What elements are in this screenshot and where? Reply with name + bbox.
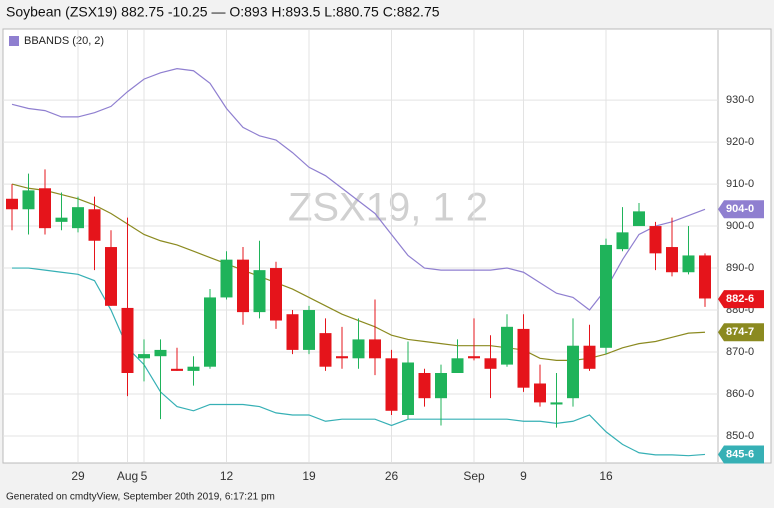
candle-body (154, 349, 167, 357)
candle-body (22, 190, 35, 210)
x-tick-label: 5 (141, 469, 148, 483)
last-value-box (718, 445, 764, 464)
band-line (11, 68, 706, 311)
candle-body (171, 368, 183, 371)
candle-body (550, 402, 563, 405)
candle-body (468, 356, 480, 359)
last-value-label: 904-0 (726, 203, 754, 215)
candle-body (369, 339, 381, 359)
candle-body (616, 232, 629, 250)
y-tick-label: 900-0 (726, 220, 754, 232)
x-tick-label: 16 (599, 469, 613, 483)
x-tick-label: Sep (463, 469, 485, 483)
candle-body (402, 362, 414, 415)
y-tick-label: 850-0 (726, 430, 754, 442)
candle-body (72, 207, 84, 229)
y-tick-label: 930-0 (726, 94, 754, 106)
last-value-box (718, 323, 764, 342)
candle-body (583, 345, 596, 369)
y-tick-label: 860-0 (726, 388, 754, 400)
candle-body (270, 268, 282, 321)
x-tick-label: 9 (520, 469, 527, 483)
y-tick-label: 920-0 (726, 136, 754, 148)
candle-body (55, 217, 68, 222)
candle-body (138, 354, 150, 359)
candle-body (187, 366, 200, 371)
candle-body (385, 358, 398, 411)
candle-body (484, 358, 497, 369)
chart-title: Soybean (ZSX19) 882.75 -10.25 — O:893 H:… (6, 4, 440, 20)
y-tick-label: 910-0 (726, 178, 754, 190)
candle-body (501, 326, 513, 365)
candle-body (220, 259, 233, 298)
x-tick-label: Aug (117, 469, 138, 483)
candle-body (699, 255, 711, 299)
x-tick-label: 26 (385, 469, 399, 483)
candle-body (666, 247, 678, 273)
candle-body (435, 372, 447, 399)
candle-body (237, 259, 249, 313)
x-tick-label: 29 (71, 469, 85, 483)
candle-body (121, 307, 134, 373)
candle-body (253, 270, 266, 313)
candle-body (633, 211, 645, 227)
x-tick-label: 12 (220, 469, 234, 483)
x-tick-label: 19 (302, 469, 316, 483)
last-value-box (718, 290, 764, 309)
candle-body (286, 314, 299, 350)
last-value-label: 882-6 (726, 293, 754, 305)
candle-body (336, 356, 348, 359)
candle-body (105, 247, 117, 306)
legend-swatch (9, 36, 19, 46)
last-value-label: 845-6 (726, 448, 754, 460)
candle-body (6, 198, 18, 210)
last-value-label: 874-7 (726, 326, 754, 338)
y-tick-label: 870-0 (726, 346, 754, 358)
candle-body (600, 244, 612, 348)
candle-body (352, 339, 365, 359)
legend-label: BBANDS (20, 2) (24, 35, 104, 47)
candle-body (418, 372, 431, 399)
candle-body (88, 209, 101, 241)
candle-body (319, 333, 332, 367)
candle-body (649, 226, 662, 254)
candle-body (451, 358, 464, 373)
footer: Generated on cmdtyView, September 20th 2… (6, 492, 275, 503)
candle-body (303, 310, 315, 350)
candle-body (39, 188, 51, 229)
y-tick-label: 890-0 (726, 262, 754, 274)
candle-body (567, 345, 579, 399)
candle-body (534, 383, 546, 403)
candle-body (517, 328, 530, 388)
candle-body (682, 255, 695, 273)
last-value-box (718, 200, 764, 219)
candle-body (204, 297, 216, 367)
watermark: ZSX19, 1 2 (288, 186, 488, 230)
